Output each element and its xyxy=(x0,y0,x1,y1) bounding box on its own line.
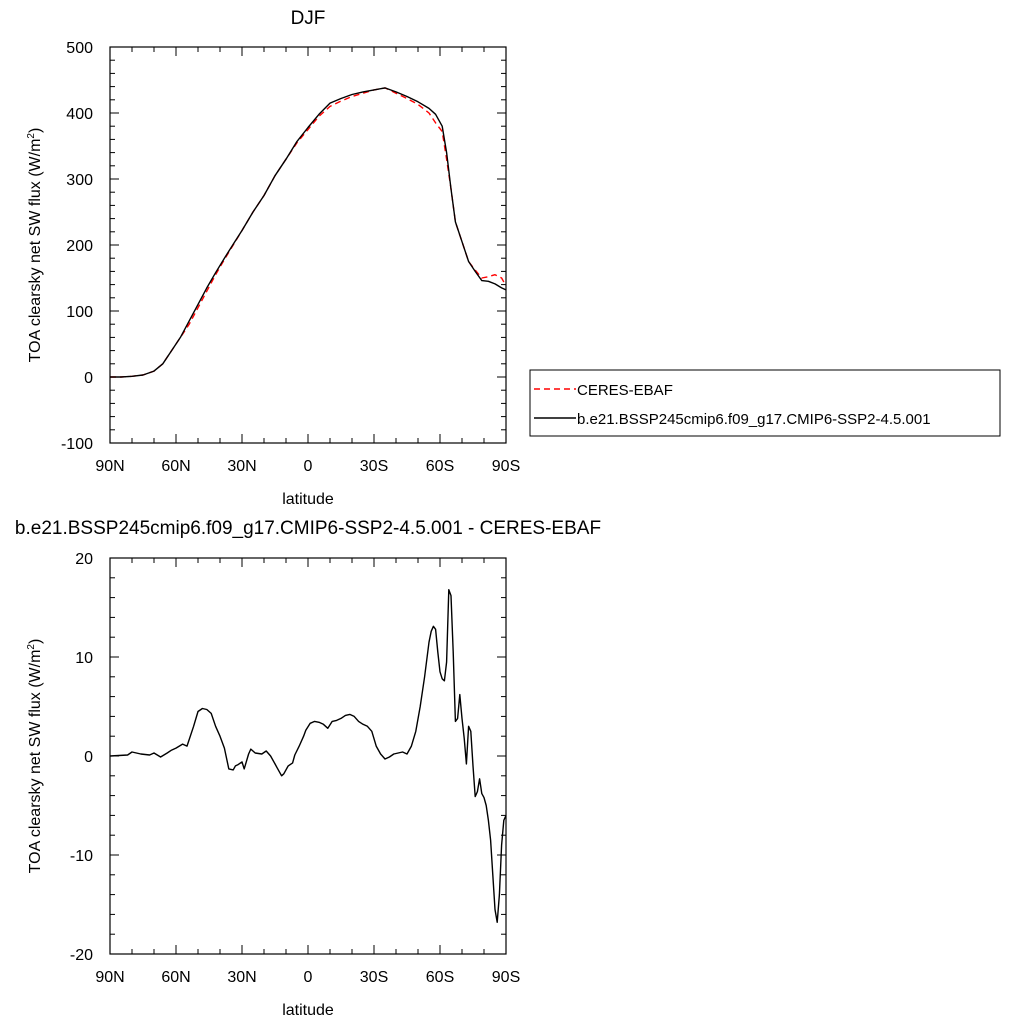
bottom-tick-marks xyxy=(109,557,507,955)
top-x-tick-labels: 90N 60N 30N 0 30S 60S 90S xyxy=(95,458,520,475)
top-y-tick-labels: 500 400 300 200 100 0 -100 xyxy=(61,40,93,453)
bottom-y-tick-label: 20 xyxy=(75,551,93,568)
top-y-tick-label: -100 xyxy=(61,436,93,453)
bottom-x-tick-label: 90N xyxy=(95,969,124,986)
top-series-line-1 xyxy=(110,87,507,378)
bottom-x-tick-label: 30S xyxy=(360,969,388,986)
top-series-lines xyxy=(110,87,507,378)
top-y-tick-label: 100 xyxy=(66,304,93,321)
bottom-y-axis-label-sup: 2 xyxy=(26,644,37,650)
top-x-tick-label: 90S xyxy=(492,458,520,475)
top-x-tick-label: 60S xyxy=(426,458,454,475)
bottom-x-tick-labels: 90N 60N 30N 0 30S 60S 90S xyxy=(95,969,520,986)
bottom-series-lines xyxy=(109,589,507,923)
bottom-chart-title: b.e21.BSSP245cmip6.f09_g17.CMIP6-SSP2-4.… xyxy=(15,518,601,539)
top-x-tick-label: 60N xyxy=(161,458,190,475)
legend: CERES-EBAF b.e21.BSSP245cmip6.f09_g17.CM… xyxy=(529,369,1001,437)
top-series-line-0 xyxy=(110,87,507,378)
top-x-tick-label: 0 xyxy=(304,458,313,475)
top-plot-frame xyxy=(109,46,507,444)
bottom-chart-panel: b.e21.BSSP245cmip6.f09_g17.CMIP6-SSP2-4.… xyxy=(15,518,601,1019)
top-y-axis-label-end: ) xyxy=(27,128,44,133)
bottom-y-tick-label: -20 xyxy=(70,947,93,964)
top-tick-marks xyxy=(109,46,507,444)
legend-label-ceres: CERES-EBAF xyxy=(577,382,673,399)
top-y-axis-label-main: TOA clearsky net SW flux (W/m xyxy=(27,139,44,363)
bottom-y-tick-label: 10 xyxy=(75,650,93,667)
bottom-y-axis-label: TOA clearsky net SW flux (W/m2) xyxy=(26,639,44,874)
bottom-x-tick-label: 90S xyxy=(492,969,520,986)
bottom-y-axis-label-main: TOA clearsky net SW flux (W/m xyxy=(27,650,44,874)
top-x-axis-label: latitude xyxy=(282,491,334,508)
top-y-axis-label-sup: 2 xyxy=(26,133,37,139)
legend-box xyxy=(529,369,1001,437)
top-y-tick-label: 400 xyxy=(66,106,93,123)
bottom-y-axis-label-end: ) xyxy=(27,639,44,644)
bottom-x-tick-label: 30N xyxy=(227,969,256,986)
bottom-y-tick-label: 0 xyxy=(84,749,93,766)
bottom-y-tick-label: -10 xyxy=(70,848,93,865)
bottom-x-axis-label: latitude xyxy=(282,1002,334,1019)
top-chart-title: DJF xyxy=(291,8,326,29)
bottom-x-tick-label: 60S xyxy=(426,969,454,986)
bottom-plot-frame xyxy=(109,557,507,955)
top-y-tick-label: 300 xyxy=(66,172,93,189)
top-y-tick-label: 0 xyxy=(84,370,93,387)
top-x-tick-label: 30S xyxy=(360,458,388,475)
bottom-y-tick-labels: 20 10 0 -10 -20 xyxy=(70,551,93,964)
top-x-tick-label: 30N xyxy=(227,458,256,475)
top-y-tick-label: 200 xyxy=(66,238,93,255)
bottom-series-line-0 xyxy=(109,589,507,923)
legend-label-model: b.e21.BSSP245cmip6.f09_g17.CMIP6-SSP2-4.… xyxy=(577,411,931,428)
top-y-tick-label: 500 xyxy=(66,40,93,57)
bottom-x-tick-label: 0 xyxy=(304,969,313,986)
top-x-tick-label: 90N xyxy=(95,458,124,475)
bottom-x-tick-label: 60N xyxy=(161,969,190,986)
top-y-axis-label: TOA clearsky net SW flux (W/m2) xyxy=(26,128,44,363)
top-chart-panel: DJF 90N 60N 30N 0 30S 60S 90S 500 400 300 200 100 0… xyxy=(26,8,1001,508)
